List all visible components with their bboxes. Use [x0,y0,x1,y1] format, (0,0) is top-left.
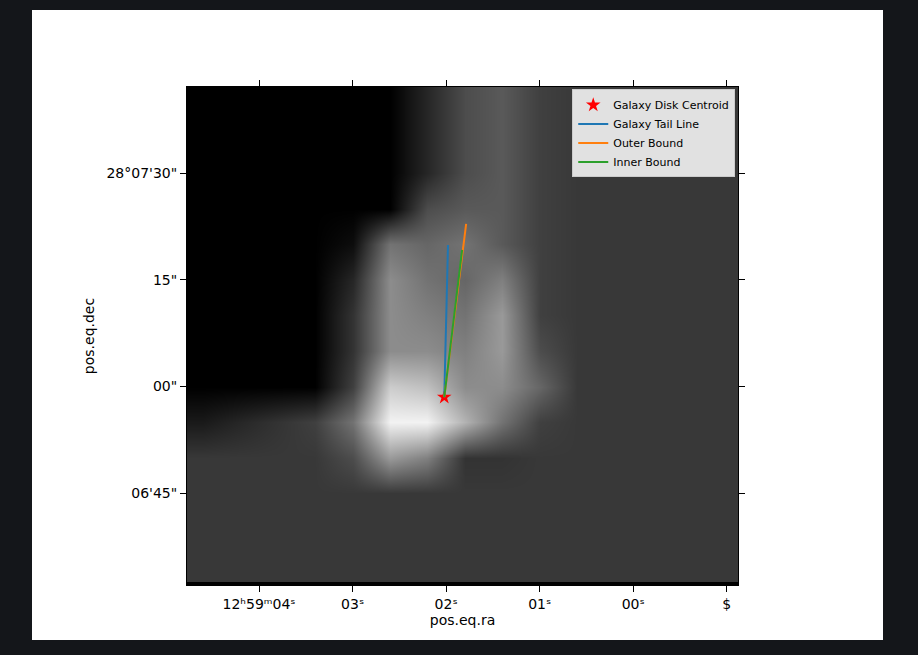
svg-text:15": 15" [153,272,177,288]
svg-text:Galaxy Disk Centroid: Galaxy Disk Centroid [613,99,728,112]
svg-text:06'45": 06'45" [131,485,177,501]
svg-text:Outer Bound: Outer Bound [613,137,683,150]
svg-text:01ˢ: 01ˢ [528,596,551,612]
svg-text:28°07'30": 28°07'30" [106,165,177,181]
svg-text:pos.eq.dec: pos.eq.dec [81,298,97,374]
svg-text:Inner Bound: Inner Bound [613,156,680,169]
svg-text:Galaxy Tail Line: Galaxy Tail Line [613,118,699,131]
svg-text:00ˢ: 00ˢ [622,596,645,612]
svg-text:02ˢ: 02ˢ [435,596,458,612]
svg-text:pos.eq.ra: pos.eq.ra [430,612,495,628]
svg-text:00": 00" [153,378,177,394]
svg-text:03ˢ: 03ˢ [341,596,364,612]
svg-text:12ʰ59ᵐ04ˢ: 12ʰ59ᵐ04ˢ [222,596,295,612]
svg-text:$: $ [722,596,731,612]
